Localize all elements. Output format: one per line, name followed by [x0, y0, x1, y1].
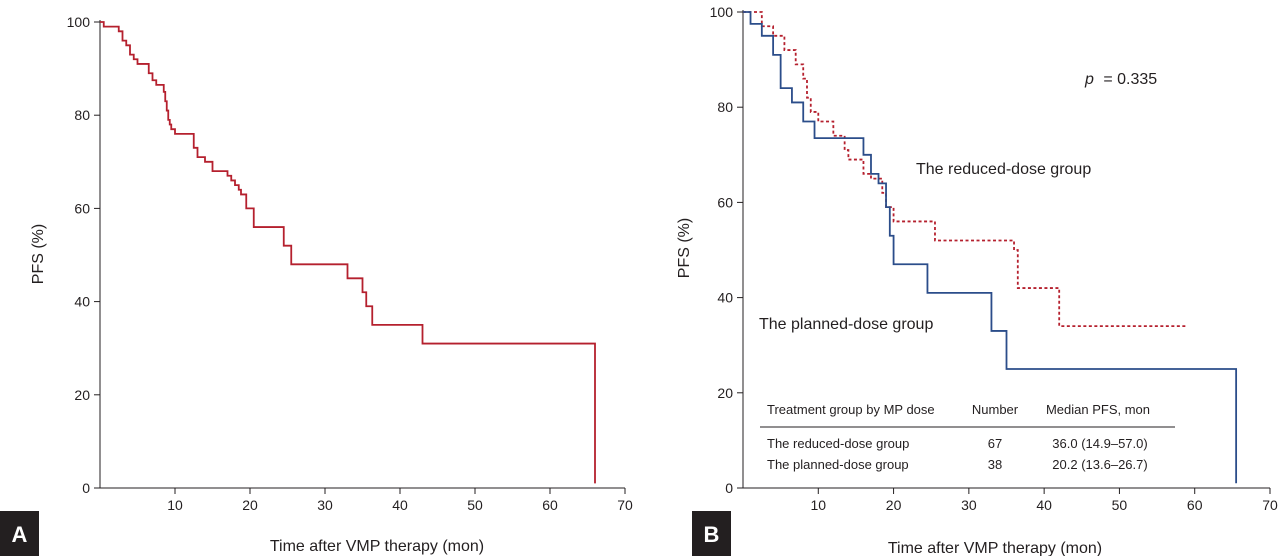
table-row-planned-group: The planned-dose group	[767, 457, 909, 472]
panel-b-y-tick-label: 20	[717, 385, 733, 401]
table-row-planned-number: 38	[988, 457, 1002, 472]
panel-a-survival-curve	[100, 21, 596, 484]
panel-b-x-tick-label: 30	[961, 497, 977, 513]
panel-b-x-tick-label: 20	[886, 497, 902, 513]
panel-a-x-tick-label: 20	[242, 497, 258, 513]
table-row-planned-median: 20.2 (13.6–26.7)	[1052, 457, 1147, 472]
panel-a-badge	[0, 511, 39, 556]
panel-a-y-ticks: 0 20 40 60 80 100	[67, 14, 100, 496]
panel-b-y-tick-label: 60	[717, 194, 733, 210]
survival-curve-the-reduced-dose-group	[743, 11, 1188, 328]
panel-a-y-tick-label: 100	[67, 14, 91, 30]
panel-a-y-tick-label: 40	[74, 294, 90, 310]
panel-b-x-label: Time after VMP therapy (mon)	[888, 540, 1102, 556]
reduced-dose-annotation: The reduced-dose group	[916, 161, 1091, 178]
summary-table: Treatment group by MP dose Number Median…	[760, 402, 1175, 472]
panel-b-badge	[692, 511, 731, 556]
panel-b-x-tick-label: 40	[1036, 497, 1052, 513]
panel-b-label: B	[704, 522, 720, 547]
table-header-median: Median PFS, mon	[1046, 402, 1150, 417]
survival-curve-the-planned-dose-group	[743, 11, 1238, 484]
panel-a-y-tick-label: 20	[74, 387, 90, 403]
p-value-annotation: p = 0.335	[1084, 71, 1157, 88]
p-value-symbol: p	[1084, 71, 1094, 88]
panel-b-y-tick-label: 0	[725, 480, 733, 496]
panel-b-curves	[743, 11, 1238, 484]
panel-b-y-label: PFS (%)	[676, 218, 693, 278]
panel-a-x-tick-label: 40	[392, 497, 408, 513]
panel-a-label: A	[12, 522, 28, 547]
panel-b: 0 20 40 60 80 100 10 20 30 40 50 60 70 p = 0.335 Th…	[676, 4, 1278, 556]
panel-b-x-tick-label: 60	[1187, 497, 1203, 513]
panel-b-y-tick-label: 100	[710, 4, 734, 20]
panel-b-y-tick-label: 40	[717, 290, 733, 306]
panel-a-x-tick-label: 50	[467, 497, 483, 513]
panel-a-x-tick-label: 70	[617, 497, 633, 513]
table-row-reduced-number: 67	[988, 436, 1002, 451]
table-header-number: Number	[972, 402, 1019, 417]
p-value-text: = 0.335	[1103, 71, 1157, 88]
panel-a-y-tick-label: 60	[74, 200, 90, 216]
panel-a-y-tick-label: 80	[74, 107, 90, 123]
panel-a-curves	[100, 21, 596, 484]
panel-a-y-label: PFS (%)	[30, 224, 47, 284]
table-header-group: Treatment group by MP dose	[767, 402, 935, 417]
panel-b-y-tick-label: 80	[717, 99, 733, 115]
panel-b-x-tick-label: 10	[810, 497, 826, 513]
panel-b-x-tick-label: 50	[1112, 497, 1128, 513]
panel-b-x-ticks: 10 20 30 40 50 60 70	[810, 488, 1278, 513]
panel-a-x-label: Time after VMP therapy (mon)	[270, 538, 484, 555]
panel-b-x-tick-label: 70	[1262, 497, 1278, 513]
panel-a-x-tick-label: 10	[167, 497, 183, 513]
planned-dose-annotation: The planned-dose group	[759, 316, 933, 333]
panel-a-x-ticks: 10 20 30 40 50 60 70	[167, 488, 633, 513]
panel-a: 0 20 40 60 80 100 10 20 30 40 50 60 70 PFS (%) Time…	[0, 14, 633, 556]
panel-b-y-ticks: 0 20 40 60 80 100	[710, 4, 743, 496]
table-row-reduced-group: The reduced-dose group	[767, 436, 909, 451]
table-row-reduced-median: 36.0 (14.9–57.0)	[1052, 436, 1147, 451]
panel-a-x-tick-label: 30	[317, 497, 333, 513]
panel-a-x-tick-label: 60	[542, 497, 558, 513]
panel-a-y-tick-label: 0	[82, 480, 90, 496]
